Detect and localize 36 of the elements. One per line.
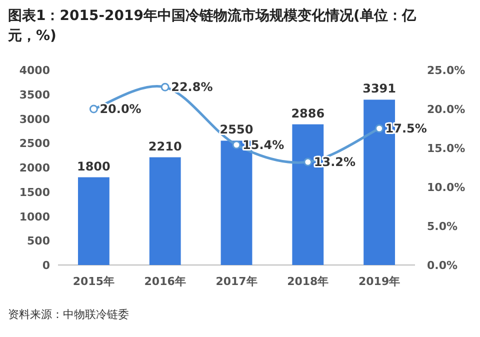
bar — [149, 157, 181, 265]
y2-tick-label: 20.0% — [427, 103, 466, 116]
data-label: 2886 — [291, 106, 325, 120]
data-label: 3391 — [362, 82, 396, 96]
y-tick-label: 2500 — [19, 137, 50, 150]
text: 资料来源：中物联冷链委 — [8, 308, 129, 321]
data-label: 22.8% — [171, 80, 213, 94]
y2-tick-label: 0.0% — [427, 259, 458, 272]
point — [304, 158, 312, 166]
data-label: 2550 — [220, 122, 254, 137]
x-tick-label: 2019年 — [358, 275, 400, 288]
point — [375, 124, 384, 133]
y-tick-label: 1500 — [19, 186, 50, 199]
point — [89, 104, 98, 114]
point — [232, 140, 241, 150]
bar — [78, 177, 110, 265]
y2-tick-label: 25.0% — [427, 64, 466, 77]
y-tick-label: 500 — [27, 234, 50, 248]
y2-tick-label: 10.0% — [427, 181, 466, 194]
y-tick-label: 2000 — [19, 162, 50, 174]
x-tick-label: 2016年 — [144, 275, 186, 288]
y2-tick-label: 15.0% — [427, 142, 466, 155]
x-tick-label: 2018年 — [287, 275, 329, 288]
y-tick-label: 4000 — [19, 64, 50, 77]
chart-title: 图表1：2015-2019年中国冷链物流市场规模变化情况(单位：亿元，%) — [7, 7, 417, 44]
point — [160, 82, 170, 92]
y-tick-label: 3500 — [19, 88, 50, 102]
data-label: 20.0% — [100, 102, 142, 116]
y-tick-label: 3000 — [19, 112, 50, 126]
y-tick-label: 1000 — [19, 210, 50, 224]
data-label: 2210 — [148, 139, 182, 154]
y2-tick-label: 5.0% — [427, 220, 458, 233]
x-tick-label: 2017年 — [216, 275, 258, 288]
x-tick-label: 2015年 — [72, 275, 115, 288]
data-label: 1800 — [76, 159, 110, 174]
y-tick-label: 0 — [42, 259, 50, 272]
